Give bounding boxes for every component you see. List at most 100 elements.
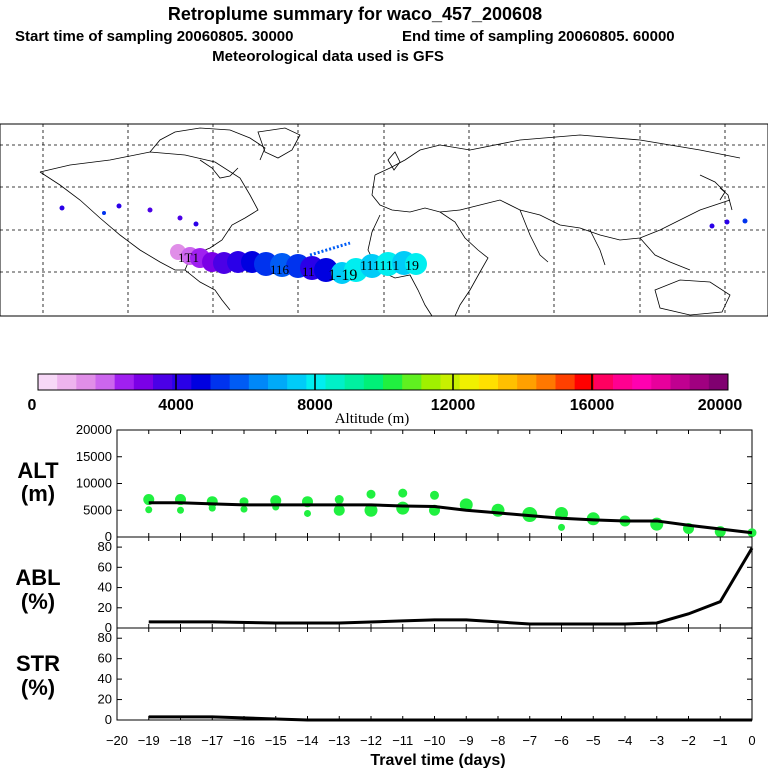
colorbar-swatch <box>459 374 480 390</box>
chart-title: Retroplume summary for waco_457_200608 <box>168 4 542 24</box>
abl-panel-unit: (%) <box>21 589 55 614</box>
colorbar-swatch <box>153 374 173 390</box>
colorbar-tick-0: 0 <box>28 397 37 414</box>
colorbar-swatch <box>287 374 307 390</box>
altitude-point <box>398 488 408 498</box>
x-tick-label: −14 <box>296 733 318 748</box>
colorbar-tick-4000: 4000 <box>158 397 194 414</box>
y-tick-label: 15000 <box>76 449 112 464</box>
abl-line <box>148 547 754 626</box>
y-tick-label: 0 <box>105 529 112 544</box>
colorbar-swatch <box>76 374 96 390</box>
str-panel-unit: (%) <box>21 675 55 700</box>
colorbar-swatch <box>172 374 192 390</box>
colorbar-swatch <box>133 374 154 390</box>
colorbar-swatch <box>708 374 729 390</box>
colorbar-swatch <box>440 374 461 390</box>
x-tick-label: 0 <box>748 733 755 748</box>
coastlines <box>39 127 741 317</box>
alt-panel-unit: (m) <box>21 481 55 506</box>
y-tick-label: 5000 <box>83 502 112 517</box>
x-tick-label: −20 <box>106 733 128 748</box>
x-tick-label: −5 <box>586 733 601 748</box>
y-tick-label: 20 <box>98 692 112 707</box>
colorbar-swatch <box>363 374 384 390</box>
colorbar-swatch <box>248 374 269 390</box>
x-tick-label: −9 <box>459 733 474 748</box>
start-time-label: Start time of sampling 20060805. 30000 <box>15 28 293 45</box>
altitude-point <box>177 506 184 514</box>
x-tick-label: −12 <box>360 733 382 748</box>
colorbar-swatch <box>402 374 422 390</box>
colorbar-swatch <box>613 374 633 390</box>
y-tick-label: 0 <box>105 712 112 727</box>
x-tick-label: −19 <box>138 733 160 748</box>
altitude-point <box>304 509 311 517</box>
end-time-label: End time of sampling 20060805. 60000 <box>402 28 675 45</box>
svg-text:1-19: 1-19 <box>328 267 357 284</box>
colorbar-swatch <box>498 374 518 390</box>
y-tick-label: 0 <box>105 620 112 635</box>
colorbar-tick-12000: 12000 <box>431 397 476 414</box>
y-tick-label: 40 <box>98 580 112 595</box>
altitude-point <box>333 504 345 516</box>
altitude-colorbar <box>37 373 729 391</box>
colorbar-tick-8000: 8000 <box>297 397 333 414</box>
altitude-point <box>430 490 439 500</box>
y-tick-label: 20000 <box>76 422 112 437</box>
colorbar-swatch <box>268 374 288 390</box>
colorbar-swatch <box>555 374 576 390</box>
altitude-point <box>208 504 216 512</box>
time-series-panels: 20000150001000050000806040200806040200−2… <box>76 422 757 748</box>
colorbar-swatch <box>670 374 691 390</box>
plume-markers <box>59 203 748 284</box>
altitude-point <box>334 495 344 505</box>
x-axis-label: Travel time (days) <box>370 752 505 768</box>
altitude-mean-line <box>148 501 753 535</box>
y-tick-label: 10000 <box>76 476 112 491</box>
colorbar-ticks: 0 4000 8000 12000 16000 20000 <box>28 397 743 414</box>
svg-text:111111: 111111 <box>360 259 399 274</box>
x-tick-label: −15 <box>265 733 287 748</box>
x-tick-label: −16 <box>233 733 255 748</box>
y-tick-label: 80 <box>98 539 112 554</box>
plume-labels: 1T1 116 11 1-19 111111 19 <box>178 250 419 284</box>
altitude-point <box>396 501 410 515</box>
altitude-point <box>366 489 376 499</box>
colorbar-swatch <box>191 374 211 390</box>
altitude-point <box>558 523 565 531</box>
world-map: 1T1 116 11 1-19 111111 19 <box>0 123 768 317</box>
colorbar-swatch <box>517 374 537 390</box>
altitude-point <box>270 495 282 507</box>
str-panel-label: STR <box>16 651 60 676</box>
colorbar-tick-20000: 20000 <box>698 397 743 414</box>
x-tick-label: −6 <box>554 733 569 748</box>
alt-panel-label: ALT <box>17 458 59 483</box>
colorbar-tick-16000: 16000 <box>570 397 615 414</box>
colorbar-swatch <box>689 374 710 390</box>
colorbar-label: Altitude (m) <box>335 411 410 427</box>
abl-panel-label: ABL <box>15 565 60 590</box>
colorbar-swatch <box>325 374 346 390</box>
x-tick-label: −18 <box>169 733 191 748</box>
altitude-point <box>364 503 378 517</box>
svg-text:1T1: 1T1 <box>178 250 199 265</box>
colorbar-swatch <box>536 374 556 390</box>
x-tick-label: −2 <box>681 733 696 748</box>
x-tick-label: −4 <box>618 733 633 748</box>
altitude-point <box>145 506 153 514</box>
altitude-point <box>459 498 473 512</box>
altitude-point <box>240 505 248 513</box>
x-tick-label: −1 <box>713 733 728 748</box>
x-tick-label: −3 <box>649 733 664 748</box>
x-tick-label: −17 <box>201 733 223 748</box>
svg-text:116: 116 <box>270 262 290 277</box>
colorbar-swatch <box>229 374 250 390</box>
y-tick-label: 80 <box>98 630 112 645</box>
str-line <box>148 715 752 722</box>
colorbar-swatch <box>57 374 77 390</box>
colorbar-swatch <box>421 374 441 390</box>
x-tick-label: −10 <box>423 733 445 748</box>
colorbar-swatch <box>114 374 135 390</box>
